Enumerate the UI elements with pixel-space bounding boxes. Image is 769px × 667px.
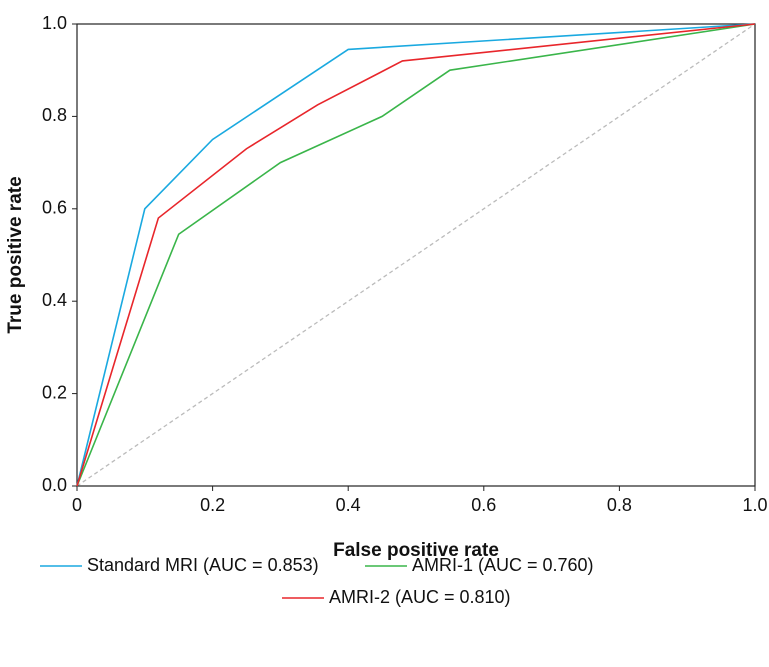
y-tick-label: 0.2 bbox=[42, 382, 67, 402]
plot-frame bbox=[76, 23, 756, 487]
roc-line bbox=[76, 23, 756, 487]
y-tick-label: 0.4 bbox=[42, 290, 67, 310]
x-tick-label: 0.8 bbox=[607, 495, 632, 515]
x-tick-label: 0.2 bbox=[200, 495, 225, 515]
x-axis-label: False positive rate bbox=[333, 540, 499, 561]
x-tick-label: 0.4 bbox=[336, 495, 361, 515]
y-tick-label: 1.0 bbox=[42, 13, 67, 33]
legend-label: AMRI-2 (AUC = 0.810) bbox=[329, 587, 511, 607]
roc-line bbox=[76, 23, 756, 487]
y-axis-label: True positive rate bbox=[5, 176, 26, 333]
legend-label: AMRI-1 (AUC = 0.760) bbox=[412, 555, 594, 575]
roc-line bbox=[76, 23, 756, 487]
legend-label: Standard MRI (AUC = 0.853) bbox=[87, 555, 319, 575]
y-tick-label: 0.0 bbox=[42, 475, 67, 495]
x-tick-label: 0.6 bbox=[471, 495, 496, 515]
x-tick-label: 1.0 bbox=[742, 495, 767, 515]
x-tick-label: 0 bbox=[72, 495, 82, 515]
y-tick-label: 0.8 bbox=[42, 105, 67, 125]
reference-diagonal bbox=[76, 23, 756, 487]
y-tick-label: 0.6 bbox=[42, 198, 67, 218]
